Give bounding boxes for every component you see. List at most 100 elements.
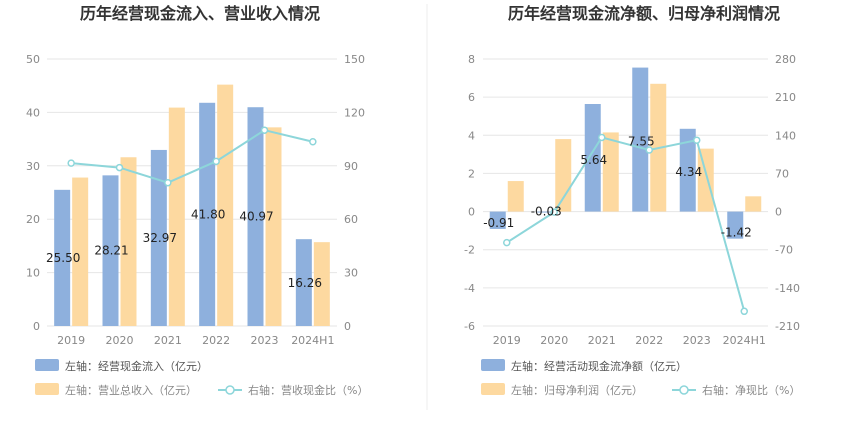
chart1-bar-data-label: 28.21 (94, 244, 128, 258)
chart1-left-tick-label: 20 (26, 213, 40, 226)
chart1-line-point (309, 138, 317, 146)
chart1-legend-swatch-secondary[interactable] (35, 383, 59, 395)
chart2-bar-data-label: -0.91 (483, 216, 514, 230)
chart2-line-point (693, 136, 701, 144)
chart2-bar-primary (489, 211, 506, 229)
chart1-category-label: 2021 (154, 334, 182, 347)
chart1-bar-secondary (168, 107, 185, 327)
chart2-category-label: 2019 (493, 334, 521, 347)
chart2-bar-primary (584, 104, 601, 212)
chart2-left-tick-label: 2 (468, 167, 475, 180)
chart2-bar-primary (679, 128, 696, 212)
chart1-bar-secondary (72, 177, 89, 326)
chart1-category-label: 2022 (202, 334, 230, 347)
chart2-left-tick-label: 4 (468, 129, 475, 142)
chart2-bar-secondary (555, 139, 572, 212)
chart1-bar-primary (247, 107, 264, 326)
chart2-right-tick-label: 140 (775, 129, 796, 142)
chart1-bar-data-label: 32.97 (143, 231, 177, 245)
chart1-bar-data-label: 16.26 (288, 276, 322, 290)
chart1-category-label: 2024H1 (291, 334, 334, 347)
chart2-line-series (506, 136, 746, 312)
chart2-legend-label-primary[interactable]: 左轴：经营活动现金流净额（亿元） (511, 359, 687, 373)
chart2-legend-swatch-secondary[interactable] (481, 383, 505, 395)
chart2-bar-data-label: -0.03 (531, 205, 562, 219)
chart1-bar-primary (102, 175, 119, 326)
chart1-title: 历年经营现金流入、营业收入情况 (80, 4, 320, 23)
chart2-line-point (740, 307, 748, 316)
chart2-title: 历年经营现金流净额、归母净利润情况 (508, 4, 780, 23)
chart1-line-point (115, 163, 124, 172)
chart2-bar-data-label: 4.34 (675, 165, 702, 179)
chart1-category-label: 2019 (57, 334, 85, 347)
chart2-category-label: 2022 (635, 334, 663, 347)
chart2-right-tick-label: 210 (775, 91, 796, 104)
chart1-left-tick-label: 0 (33, 320, 40, 333)
chart2-legend-label-line[interactable]: 右轴：净现比（%） (702, 383, 800, 397)
chart2-bar-secondary (507, 181, 524, 212)
chart1-bar-primary (54, 189, 71, 326)
chart1-right-tick-label: 60 (344, 213, 358, 226)
chart2-line-point (503, 238, 511, 247)
chart2-legend-swatch-line-marker[interactable] (679, 385, 689, 395)
chart2-legend-swatch-primary[interactable] (481, 359, 505, 371)
chart1-bar-secondary (265, 127, 282, 327)
chart2-right-tick-label: -210 (775, 320, 800, 333)
chart2-right-tick-label: 0 (775, 206, 782, 219)
chart1-line-point (164, 178, 172, 187)
chart1-left-tick-label: 10 (26, 267, 40, 280)
chart1-legend-label-secondary[interactable]: 左轴：营业总收入（亿元） (65, 383, 197, 397)
chart2-category-label: 2020 (540, 334, 568, 347)
chart1-right-tick-label: 90 (344, 160, 358, 173)
chart1-left-tick-label: 50 (26, 53, 40, 66)
chart2-line-point (645, 146, 653, 154)
chart2-bar-secondary (602, 132, 619, 212)
chart2-right-tick-label: -140 (775, 282, 800, 295)
chart1-legend-swatch-primary[interactable] (35, 359, 59, 371)
chart1-line-point (260, 126, 269, 134)
chart1-line-series (71, 129, 314, 184)
chart1-bar-secondary (313, 242, 330, 326)
chart1-right-tick-label: 150 (344, 53, 365, 66)
chart2-bar-data-label: 7.55 (628, 135, 655, 149)
chart1-bar-secondary (217, 84, 234, 326)
chart2-bar-primary (632, 67, 649, 212)
chart2-right-tick-label: 70 (775, 167, 789, 180)
chart1-bar-data-label: 25.50 (46, 251, 80, 265)
chart2-bar-primary (537, 211, 554, 213)
chart1-right-tick-label: 30 (344, 267, 358, 280)
chart2-category-label: 2021 (588, 334, 616, 347)
chart1-category-label: 2023 (251, 334, 279, 347)
chart2-left-tick-label: -4 (464, 282, 475, 295)
chart2-left-tick-label: 8 (468, 53, 475, 66)
chart2-left-tick-label: 0 (468, 206, 475, 219)
chart2-right-tick-label: 280 (775, 53, 796, 66)
chart1-legend-swatch-line-marker[interactable] (225, 385, 235, 395)
chart2-bar-secondary (697, 148, 714, 212)
chart2-right-tick-label: -70 (775, 244, 793, 257)
chart1-right-tick-label: 0 (344, 320, 351, 333)
chart1-legend-label-line[interactable]: 右轴：营收现金比（%） (248, 383, 368, 397)
chart2-bar-data-label: 5.64 (580, 153, 607, 167)
chart1-left-tick-label: 30 (26, 160, 40, 173)
chart1-bar-primary (295, 239, 312, 326)
chart2-left-tick-label: -2 (464, 244, 475, 257)
chart1-legend-label-primary[interactable]: 左轴：经营现金流入（亿元） (65, 359, 208, 373)
chart1-right-tick-label: 120 (344, 106, 365, 119)
chart1-category-label: 2020 (106, 334, 134, 347)
chart1-left-tick-label: 40 (26, 106, 40, 119)
chart2-bar-primary (727, 211, 744, 239)
chart1-line-point (67, 159, 75, 167)
chart2-bar-secondary (745, 196, 762, 212)
chart1-bar-data-label: 40.97 (239, 210, 273, 224)
chart2-line-point (550, 208, 558, 216)
chart1-bar-primary (199, 102, 216, 327)
chart1-bar-data-label: 41.80 (191, 207, 225, 221)
chart2-legend-label-secondary[interactable]: 左轴：归母净利润（亿元） (511, 383, 643, 397)
chart1-bar-primary (150, 149, 167, 326)
chart2-bar-data-label: -1.42 (721, 226, 752, 240)
chart1-bar-secondary (120, 157, 137, 326)
chart2-left-tick-label: 6 (468, 91, 475, 104)
